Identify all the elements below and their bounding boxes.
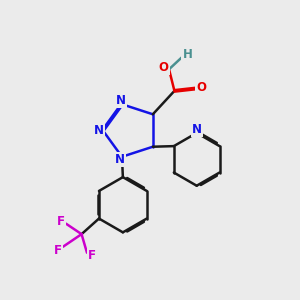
Text: O: O — [159, 61, 169, 74]
Text: N: N — [192, 123, 202, 136]
Text: N: N — [116, 94, 126, 107]
Text: H: H — [182, 48, 192, 61]
Text: N: N — [94, 124, 104, 137]
Text: F: F — [54, 244, 61, 257]
Text: O: O — [196, 81, 206, 94]
Text: N: N — [115, 153, 124, 166]
Text: F: F — [57, 215, 64, 228]
Text: F: F — [88, 249, 96, 262]
